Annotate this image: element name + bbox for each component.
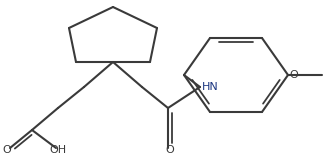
Text: O: O: [166, 145, 174, 155]
Text: OH: OH: [49, 145, 66, 155]
Text: O: O: [289, 70, 298, 80]
Text: HN: HN: [202, 82, 219, 92]
Text: O: O: [3, 145, 11, 155]
